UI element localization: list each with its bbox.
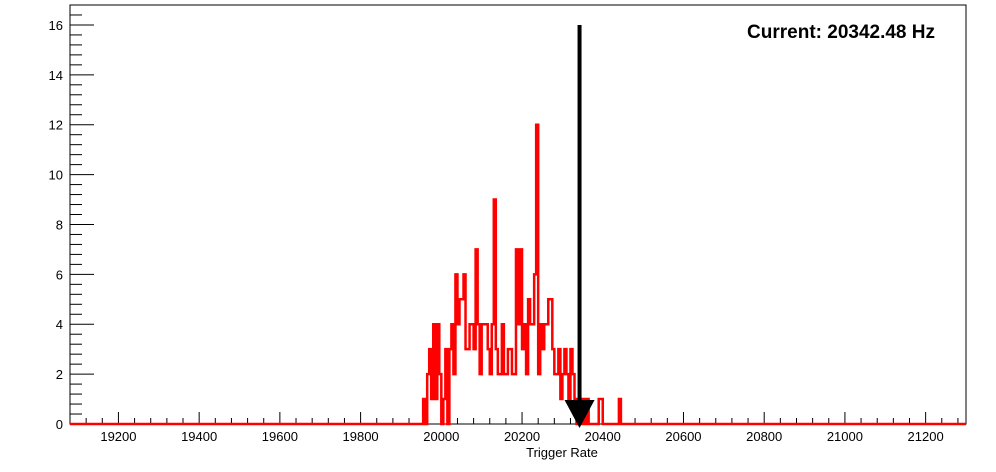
y-tick-label: 0 [56,417,63,432]
y-tick-label: 2 [56,367,63,382]
y-tick-label: 12 [49,118,63,133]
y-axis-tick-labels: 0 2 4 6 8 10 12 14 16 [49,18,63,432]
x-tick-label: 19800 [343,429,379,444]
x-tick-label: 21200 [908,429,944,444]
y-tick-label: 10 [49,168,63,183]
x-axis-title: Trigger Rate [526,445,598,460]
current-value-arrow [564,24,595,428]
x-tick-label: 20200 [504,429,540,444]
x-axis-ticks [69,412,959,424]
y-tick-label: 4 [56,317,63,332]
x-tick-label: 19600 [262,429,298,444]
current-rate-annotation: Current: 20342.48 Hz [747,22,935,43]
y-tick-label: 8 [56,217,63,232]
x-tick-label: 20000 [423,429,459,444]
y-tick-label: 14 [49,68,63,83]
x-tick-label: 21000 [827,429,863,444]
y-tick-label: 16 [49,18,63,33]
x-tick-label: 19200 [100,429,136,444]
histogram-series-line [70,123,966,426]
x-axis-tick-labels: 19200 19400 19600 19800 20000 20200 20400 20600… [100,429,943,444]
x-tick-label: 20400 [585,429,621,444]
x-tick-label: 20800 [746,429,782,444]
x-tick-label: 20600 [665,429,701,444]
plot-frame [69,4,967,425]
y-tick-label: 6 [56,267,63,282]
y-axis-ticks [70,4,94,425]
x-tick-label: 19400 [181,429,217,444]
arrow-head [564,400,595,428]
